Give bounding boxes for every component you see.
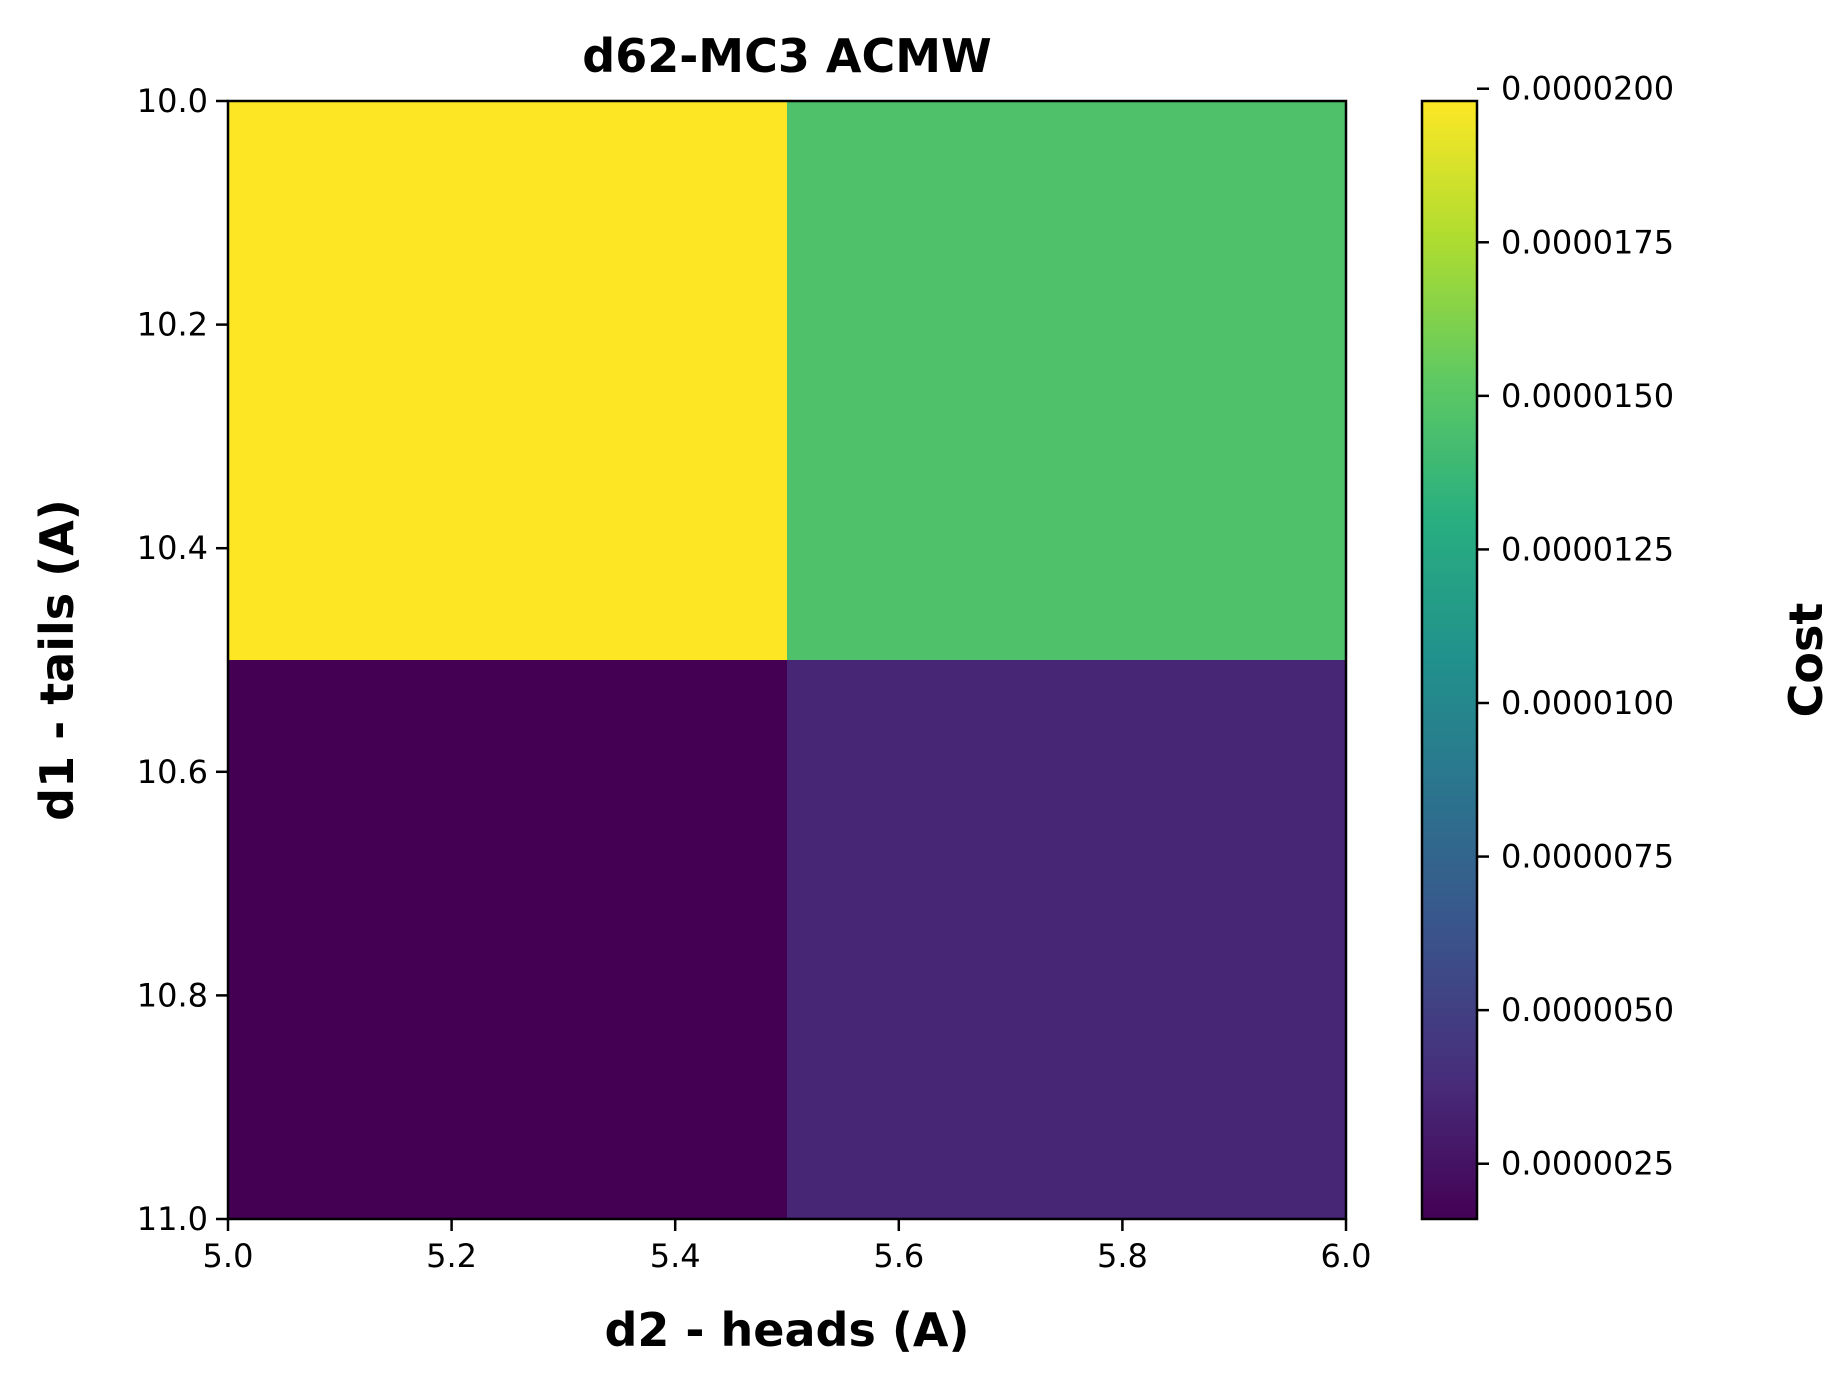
heatmap-cell-r0-c0 [228,101,788,661]
colorbar-tick-label: 0.0000050 [1501,991,1674,1029]
y-tick-label: 10.6 [137,753,208,791]
colorbar-ticks: 0.0000025 0.0000050 0.0000075 0.0000100 0.00… [1477,70,1674,1183]
y-tick-label: 10.0 [137,82,208,120]
heatmap-cell-r1-c1 [787,660,1347,1220]
x-tick-label: 5.6 [873,1237,924,1275]
y-tick-label: 10.8 [137,976,208,1014]
x-tick-label: 5.8 [1097,1237,1148,1275]
colorbar-tick-label: 0.0000125 [1501,530,1674,568]
colorbar [1420,99,1479,1221]
plot-frame [226,99,1348,1221]
colorbar-tick-label: 0.0000100 [1501,684,1674,722]
heatmap-cells [228,101,1347,1220]
colorbar-tick-label: 0.0000025 [1501,1145,1674,1183]
y-axis-ticks: 10.0 10.2 10.4 10.6 10.8 11.0 [137,82,228,1238]
x-tick-label: 6.0 [1321,1237,1372,1275]
x-axis-label: d2 - heads (A) [604,1303,969,1357]
heatmap-cell-r0-c1 [787,101,1347,661]
x-tick-label: 5.0 [203,1237,254,1275]
heatmap-cell-r1-c0 [228,660,788,1220]
y-axis-label: d1 - tails (A) [30,499,84,821]
y-tick-label: 11.0 [137,1200,208,1238]
x-tick-label: 5.4 [650,1237,701,1275]
chart-title: d62-MC3 ACMW [582,29,991,83]
colorbar-tick-label: 0.0000075 [1501,838,1674,876]
colorbar-tick-label: 0.0000200 [1501,70,1674,108]
y-tick-label: 10.4 [137,529,208,567]
x-tick-label: 5.2 [426,1237,477,1275]
colorbar-tick-label: 0.0000175 [1501,223,1674,261]
y-tick-label: 10.2 [137,306,208,344]
x-axis-ticks: 5.0 5.2 5.4 5.6 5.8 6.0 [203,1219,1372,1275]
colorbar-tick-label: 0.0000150 [1501,377,1674,415]
colorbar-label: Cost [1779,603,1833,718]
